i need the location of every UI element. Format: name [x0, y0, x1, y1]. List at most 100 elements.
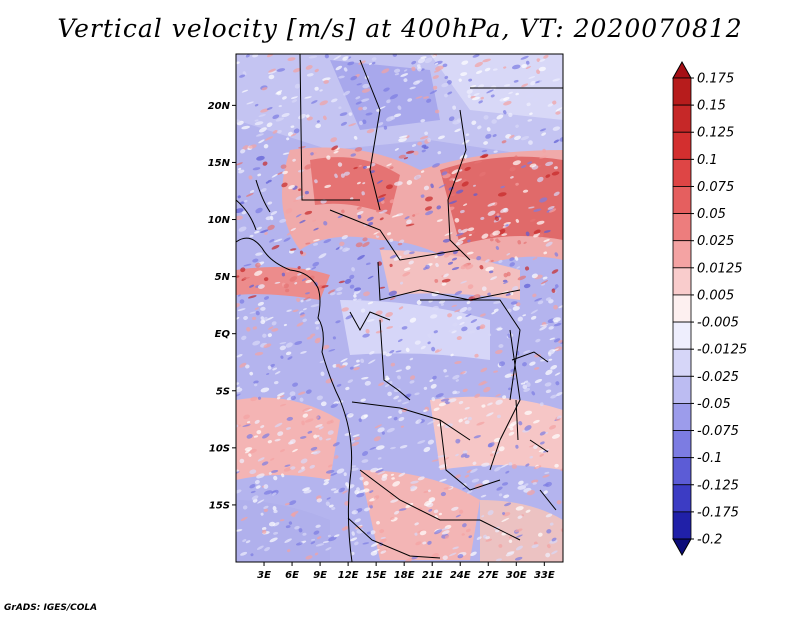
colorbar-swatch	[672, 131, 692, 160]
field-speckle	[240, 267, 246, 273]
field-speckle	[502, 512, 506, 515]
field-speckle	[549, 539, 558, 544]
field-speckle	[495, 246, 500, 250]
field-speckle	[266, 373, 270, 375]
field-speckle	[511, 64, 521, 70]
field-speckle	[314, 68, 319, 73]
colorbar-swatch	[672, 348, 692, 377]
colorbar-swatch	[672, 375, 692, 404]
field-speckle	[386, 427, 395, 433]
field-speckle	[263, 484, 269, 489]
field-speckle	[325, 438, 332, 441]
colorbar-swatch	[672, 213, 692, 242]
field-speckle	[331, 145, 339, 151]
field-speckle	[509, 427, 514, 431]
field-speckle	[243, 315, 248, 321]
field-speckle	[390, 499, 399, 503]
field-speckle	[302, 532, 307, 536]
field-speckle	[236, 489, 242, 494]
field-speckle	[367, 301, 374, 305]
field-speckle	[264, 546, 271, 552]
field-speckle	[297, 468, 306, 473]
field-speckle	[487, 510, 494, 516]
field-speckle	[495, 529, 500, 533]
field-speckle	[405, 365, 411, 370]
field-speckle	[514, 528, 523, 533]
field-speckle	[313, 227, 319, 231]
field-speckle	[475, 70, 483, 74]
field-speckle	[252, 258, 259, 263]
field-speckle	[263, 144, 269, 149]
field-speckle	[287, 549, 291, 553]
field-speckle	[281, 112, 290, 118]
field-speckle	[353, 135, 358, 140]
field-speckle	[464, 407, 470, 410]
field-speckle	[503, 66, 507, 69]
field-speckle	[498, 493, 503, 497]
field-speckle	[432, 305, 439, 311]
field-speckle	[237, 195, 241, 199]
field-speckle	[368, 222, 374, 226]
field-speckle	[455, 379, 459, 382]
field-speckle	[271, 245, 280, 250]
field-speckle	[436, 219, 443, 222]
field-speckle	[363, 488, 370, 493]
field-speckle	[323, 481, 329, 486]
field-speckle	[273, 509, 278, 514]
lat-tick-label: 15N	[208, 158, 231, 169]
field-speckle	[236, 393, 241, 398]
field-speckle	[441, 82, 449, 88]
field-speckle	[398, 154, 406, 159]
field-speckle	[361, 88, 371, 93]
field-speckle	[353, 364, 360, 367]
map-title: Vertical velocity [m/s] at 400hPa, VT: 2…	[57, 14, 743, 43]
field-speckle	[256, 226, 262, 230]
field-speckle	[331, 506, 336, 511]
field-speckle	[316, 434, 320, 438]
field-speckle	[500, 185, 505, 189]
field-speckle	[451, 193, 456, 197]
field-speckle	[241, 89, 249, 93]
field-speckle	[241, 335, 247, 341]
field-speckle	[517, 515, 523, 519]
field-speckle	[481, 233, 489, 239]
field-speckle	[487, 210, 496, 216]
field-speckle	[426, 98, 432, 103]
field-speckle	[254, 119, 259, 122]
field-speckle	[321, 284, 329, 288]
field-speckle	[533, 367, 540, 370]
field-speckle	[398, 416, 405, 422]
field-speckle	[353, 289, 361, 295]
field-speckle	[455, 178, 463, 183]
field-speckle	[470, 468, 478, 473]
field-speckle	[443, 253, 450, 258]
field-speckle	[531, 391, 536, 396]
field-speckle	[467, 94, 471, 98]
field-speckle	[355, 298, 362, 303]
field-speckle	[442, 63, 448, 68]
field-speckle	[553, 304, 558, 310]
field-speckle	[344, 278, 352, 284]
field-speckle	[485, 538, 493, 542]
field-speckle	[480, 96, 484, 100]
field-speckle	[323, 478, 330, 482]
field-speckle	[417, 440, 426, 444]
field-speckle	[464, 166, 471, 171]
field-speckle	[465, 528, 471, 533]
field-speckle	[427, 540, 432, 545]
field-speckle	[529, 455, 533, 459]
field-speckle	[403, 78, 408, 83]
field-speckle	[306, 336, 313, 340]
field-speckle	[476, 326, 481, 330]
field-speckle	[268, 521, 276, 527]
field-speckle	[338, 280, 345, 284]
field-speckle	[556, 500, 562, 505]
field-speckle	[427, 489, 431, 493]
field-speckle	[377, 122, 384, 126]
field-speckle	[409, 375, 416, 380]
field-speckle	[431, 397, 436, 402]
field-speckle	[354, 287, 362, 292]
field-speckle	[483, 115, 489, 120]
field-speckle	[340, 358, 348, 363]
